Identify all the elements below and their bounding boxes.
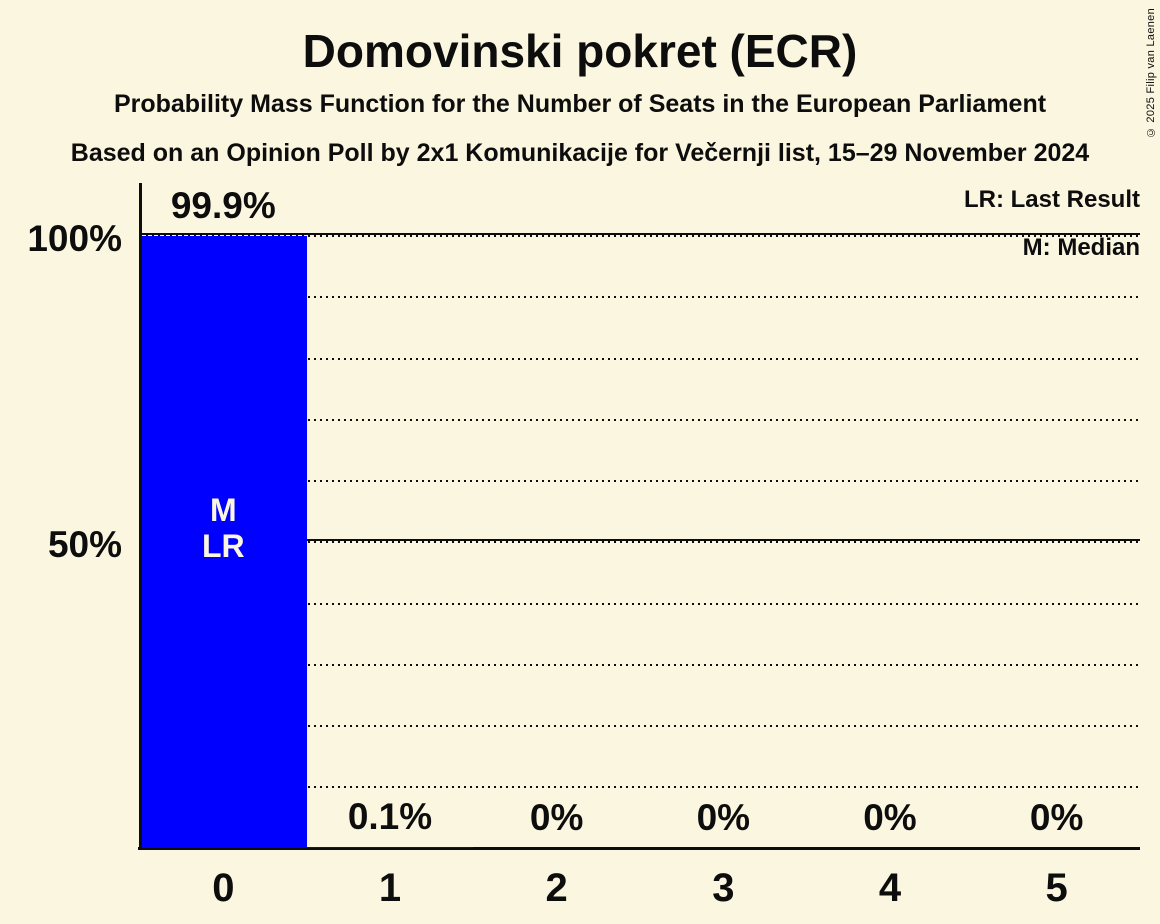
legend-last-result: LR: Last Result — [963, 186, 1140, 213]
value-label-seats-5: 0% — [1029, 797, 1084, 838]
gridline-dotted-20 — [140, 725, 1140, 727]
bar-annotation-line-m: M — [210, 492, 237, 528]
gridline-dotted-10 — [140, 786, 1140, 789]
gridline-solid-50 — [140, 539, 1140, 542]
x-tick-label-0: 0 — [212, 866, 235, 910]
gridline-dotted-40 — [140, 602, 1140, 605]
value-label-seats-3: 0% — [696, 797, 751, 838]
bar-seats-0 — [141, 236, 307, 848]
x-axis-line — [138, 846, 1140, 850]
y-tick-label-50: 50% — [47, 523, 122, 565]
x-tick-label-2: 2 — [545, 866, 568, 910]
gridline-solid-100 — [140, 233, 1140, 235]
chart-subtitle: Probability Mass Function for the Number… — [113, 90, 1047, 118]
x-tick-label-1: 1 — [378, 866, 402, 910]
value-label-seats-2: 0% — [529, 797, 584, 838]
gridline-dotted-90 — [140, 296, 1140, 299]
x-tick-label-3: 3 — [712, 866, 735, 910]
y-tick-label-100: 100% — [27, 217, 122, 259]
gridline-dotted-70 — [140, 418, 1140, 421]
gridline-dotted-60 — [140, 480, 1140, 482]
value-label-seats-0: 99.9% — [170, 185, 276, 227]
gridline-dotted-80 — [140, 357, 1140, 360]
bar-annotation-median-last-result: M LR — [140, 492, 307, 564]
gridline-dotted-100 — [140, 235, 1140, 237]
chart-source-line: Based on an Opinion Poll by 2x1 Komunika… — [70, 139, 1090, 167]
legend-median: M: Median — [1022, 234, 1140, 261]
x-tick-label-5: 5 — [1045, 866, 1068, 910]
x-tick-label-4: 4 — [878, 866, 902, 910]
value-label-seats-1: 0.1% — [347, 796, 433, 838]
gridline-dotted-50 — [140, 541, 1140, 544]
y-axis-line — [138, 183, 142, 849]
value-label-seats-4: 0% — [863, 797, 917, 838]
gridline-dotted-30 — [140, 663, 1140, 666]
bar-annotation-line-lr: LR — [202, 528, 245, 564]
bar-seats-1 — [306, 847, 474, 848]
chart-title: Domovinski pokret (ECR) — [302, 25, 858, 77]
